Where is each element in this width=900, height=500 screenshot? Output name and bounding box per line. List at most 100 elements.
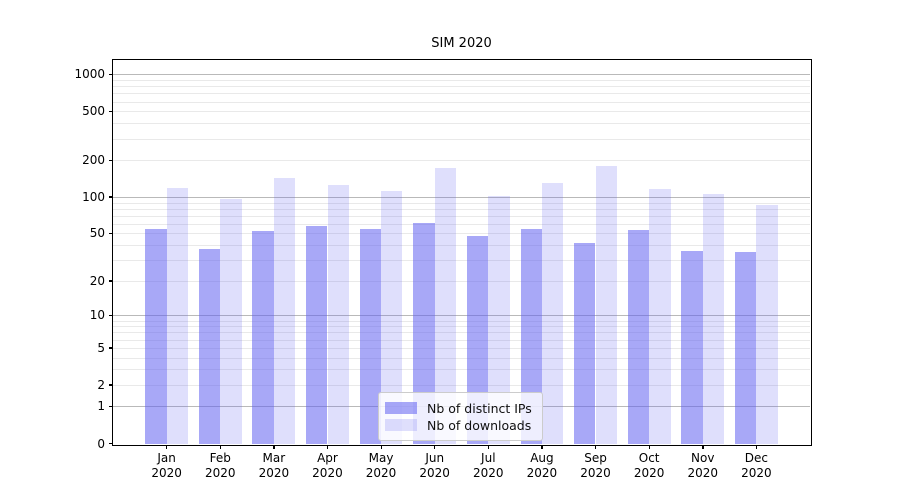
bar-downloads xyxy=(756,204,778,444)
x-tick-month: Jan xyxy=(157,451,176,465)
x-tick-month: Feb xyxy=(209,451,231,465)
bar-distinct-ips xyxy=(306,225,328,444)
x-tick-label: May 2020 xyxy=(354,451,408,481)
bar-downloads xyxy=(649,188,671,444)
y-gridline-minor xyxy=(113,320,810,322)
y-tick-mark xyxy=(108,314,113,317)
y-gridline-minor xyxy=(113,138,810,140)
y-tick-label: 0 xyxy=(97,436,105,451)
x-tick-mark xyxy=(434,444,436,449)
x-tick-month: Mar xyxy=(262,451,286,465)
chart-title: SIM 2020 xyxy=(431,36,492,51)
x-tick-year: 2020 xyxy=(580,466,611,480)
y-tick-mark xyxy=(108,232,113,235)
x-tick-month: Dec xyxy=(744,451,768,465)
y-tick-mark xyxy=(108,110,113,113)
bar-distinct-ips xyxy=(627,230,650,444)
y-gridline-minor xyxy=(113,160,810,162)
x-tick-mark xyxy=(380,444,382,449)
x-tick-month: May xyxy=(368,451,394,465)
x-tick-label: Mar 2020 xyxy=(247,451,301,481)
y-gridline-minor xyxy=(113,93,810,95)
legend-row: Nb of downloads xyxy=(385,417,532,433)
y-tick-mark xyxy=(108,347,113,349)
y-tick-label: 500 xyxy=(82,104,105,119)
x-tick-label: Feb 2020 xyxy=(193,451,247,481)
y-tick-label: 100 xyxy=(82,189,105,204)
x-tick-mark xyxy=(273,444,275,449)
y-gridline-minor xyxy=(113,339,810,341)
y-tick-mark xyxy=(108,280,113,282)
x-tick-month: Apr xyxy=(317,451,338,465)
x-tick-mark xyxy=(487,444,490,449)
y-gridline-minor xyxy=(113,245,810,247)
x-tick-year: 2020 xyxy=(258,466,290,480)
bar-distinct-ips xyxy=(574,242,596,444)
x-tick-month: Oct xyxy=(638,451,660,465)
x-tick-mark xyxy=(648,444,650,449)
y-gridline-minor xyxy=(113,347,810,349)
bar-downloads xyxy=(488,195,510,444)
legend-swatch-downloads xyxy=(385,419,417,431)
x-tick-month: Aug xyxy=(530,451,554,465)
x-tick-label: Jan 2020 xyxy=(140,451,194,481)
x-tick-mark xyxy=(541,444,543,449)
bar-downloads xyxy=(327,185,349,444)
bar-downloads xyxy=(220,199,242,444)
bar-downloads xyxy=(595,165,617,444)
y-gridline-minor xyxy=(113,280,810,282)
bar-downloads xyxy=(273,178,296,444)
bar-distinct-ips xyxy=(734,252,757,444)
y-gridline-minor xyxy=(113,101,810,103)
y-tick-mark xyxy=(108,73,113,76)
x-tick-label: Jul 2020 xyxy=(461,451,515,481)
y-gridline-minor xyxy=(113,326,810,328)
x-tick-year: 2020 xyxy=(151,466,182,480)
x-tick-year: 2020 xyxy=(526,466,558,480)
x-tick-mark xyxy=(702,444,704,449)
x-tick-year: 2020 xyxy=(687,466,719,480)
x-tick-year: 2020 xyxy=(204,466,236,480)
y-gridline-minor xyxy=(113,208,810,210)
y-gridline-minor xyxy=(113,260,810,262)
bar-distinct-ips xyxy=(466,235,489,444)
x-tick-month: Nov xyxy=(691,451,715,465)
y-gridline-minor xyxy=(113,111,810,113)
bar-distinct-ips xyxy=(413,223,435,444)
y-tick-mark xyxy=(108,443,113,445)
y-tick-mark xyxy=(108,384,113,386)
bar-downloads xyxy=(434,168,457,444)
y-gridline-minor xyxy=(113,123,810,125)
x-tick-year: 2020 xyxy=(741,466,772,480)
x-tick-year: 2020 xyxy=(473,466,504,480)
y-gridline-minor xyxy=(113,384,810,386)
x-tick-year: 2020 xyxy=(312,466,343,480)
y-tick-mark xyxy=(108,405,113,408)
y-tick-label: 2 xyxy=(97,377,105,392)
legend: Nb of distinct IPs Nb of downloads xyxy=(378,392,543,441)
x-tick-mark xyxy=(755,444,758,449)
y-gridline-minor xyxy=(113,86,810,88)
y-tick-label: 1000 xyxy=(74,67,105,82)
x-tick-year: 2020 xyxy=(365,466,397,480)
y-tick-label: 1 xyxy=(97,399,105,414)
y-tick-label: 10 xyxy=(89,308,105,323)
x-tick-year: 2020 xyxy=(419,466,450,480)
x-tick-label: Apr 2020 xyxy=(300,451,354,481)
bar-downloads xyxy=(166,187,188,444)
y-gridline-minor xyxy=(113,223,810,225)
y-tick-label: 5 xyxy=(97,340,105,355)
x-tick-mark xyxy=(166,444,168,449)
bar-distinct-ips xyxy=(359,228,381,444)
x-tick-label: Aug 2020 xyxy=(515,451,569,481)
legend-label: Nb of distinct IPs xyxy=(427,400,532,416)
x-tick-label: Dec 2020 xyxy=(729,451,783,481)
x-tick-label: Jun 2020 xyxy=(408,451,462,481)
x-tick-year: 2020 xyxy=(633,466,665,480)
y-gridline-minor xyxy=(113,369,810,371)
y-tick-label: 20 xyxy=(89,273,105,288)
x-tick-label: Oct 2020 xyxy=(622,451,676,481)
bar-distinct-ips xyxy=(520,228,542,444)
bar-distinct-ips xyxy=(252,231,274,444)
